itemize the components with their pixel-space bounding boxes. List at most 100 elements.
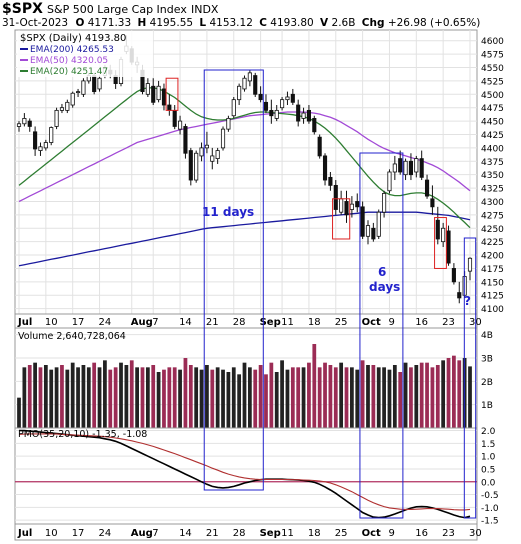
volume-bar [382,367,386,428]
candle-up [38,146,43,151]
x-tick-label: Sep [260,317,281,328]
price-tick-label: 4500 [481,91,504,101]
candle-up [403,160,408,176]
annotation-red-box [165,77,179,111]
legend-ema50: EMA(50) 4320.05 [30,56,108,66]
pmo-line [19,429,471,519]
x-tick-label: 9 [388,528,394,539]
candle-up [220,128,226,149]
volume-panel-title: Volume 2,640,728,064 [18,331,126,342]
volume-bar [253,369,258,428]
candle-up [204,144,209,149]
annotation-days: days [369,280,400,294]
candle-up [376,211,381,237]
volume-bar [323,362,327,428]
x-tick-label: 18 [308,528,321,539]
candle-up [441,227,446,243]
volume-bar [430,367,435,428]
volume-bar [366,365,370,428]
volume-bar [274,372,279,428]
candle-down [322,155,328,181]
high-value: 4195.55 [149,17,194,29]
volume-bar [17,397,21,428]
volume-bar [371,365,376,428]
x-tick-label: 7 [152,528,158,539]
candle-down [253,75,258,95]
volume-bar [194,367,199,428]
price-tick-label: 4175 [481,265,504,275]
volume-bar [183,358,188,428]
index-name: S&P 500 Large Cap Index [47,3,187,16]
candle-up [392,163,397,173]
candle-up [339,198,344,213]
volume-bar [317,367,322,428]
volume-bar [285,369,290,428]
volume-tick-label: 1B [481,401,493,411]
candle-down [263,101,269,111]
volume-bar [355,369,360,428]
volume-bar [199,369,204,428]
volume-bar [205,365,209,428]
volume-bar [221,369,225,428]
header-row-2: 31-Oct-2023 O 4171.33 H 4195.55 L 4153.1… [2,17,481,29]
x-tick-label: 25 [335,528,348,539]
candle-up [199,147,204,157]
volume-bar [398,372,403,428]
candle-down [290,93,295,103]
volume-bar [124,365,129,428]
volume-bar [296,367,301,428]
x-tick-label: Oct [362,528,381,539]
candle-up [43,142,48,149]
volume-bar [215,367,220,428]
candle-down [430,198,435,208]
candle-down [333,184,338,210]
low-value: 4153.12 [209,17,253,29]
candle-up [237,85,242,101]
price-tick-label: 4350 [481,171,504,181]
candle-up [49,127,54,143]
candle-up [280,99,285,109]
volume-bar [425,362,429,428]
x-tick-label: 17 [72,528,85,539]
candle-down [92,75,97,93]
annotation-blue-box [359,152,404,519]
volume-bars [17,344,472,428]
x-axis-strip-bottom [14,523,478,541]
volume-bar [247,367,252,428]
pmo-tick-label: 2.0 [481,427,496,437]
price-tick-label: 4375 [481,158,504,168]
candle-up [16,123,22,127]
price-tick-label: 4575 [481,51,504,61]
candle-down [312,118,317,133]
volume-bar [446,358,451,428]
candle-down [33,131,38,150]
volume-tick-label: 4B [481,331,493,341]
price-panel-title: $SPX (Daily) 4193.80 [20,33,126,44]
x-tick-label: 17 [72,317,85,328]
candle-down [188,150,193,181]
candle-up [387,171,392,192]
candle-up [247,72,252,82]
pmo-panel-frame [14,427,478,525]
price-tick-label: 4450 [481,118,504,128]
price-tick-label: 4525 [481,77,504,87]
ema20-line [18,87,471,229]
candle-up [365,225,371,237]
volume-bar [226,372,231,428]
annotation-11-days: 11 days [202,205,254,219]
price-tick-label: 4250 [481,225,504,235]
volume-bar [403,362,408,428]
candle-up [414,158,419,173]
x-tick-label: 11 [281,528,294,539]
x-tick-label: Aug [131,528,153,539]
price-tick-label: 4100 [481,305,504,315]
candle-up [215,150,220,160]
x-tick-label: Jul [17,317,32,328]
price-legend: $SPX (Daily) 4193.80 EMA(200) 4265.53 EM… [17,31,153,77]
x-tick-label: 24 [99,528,112,539]
volume-bar [290,367,295,428]
volume-bar [162,369,166,428]
annotation-blue-box [203,69,264,491]
